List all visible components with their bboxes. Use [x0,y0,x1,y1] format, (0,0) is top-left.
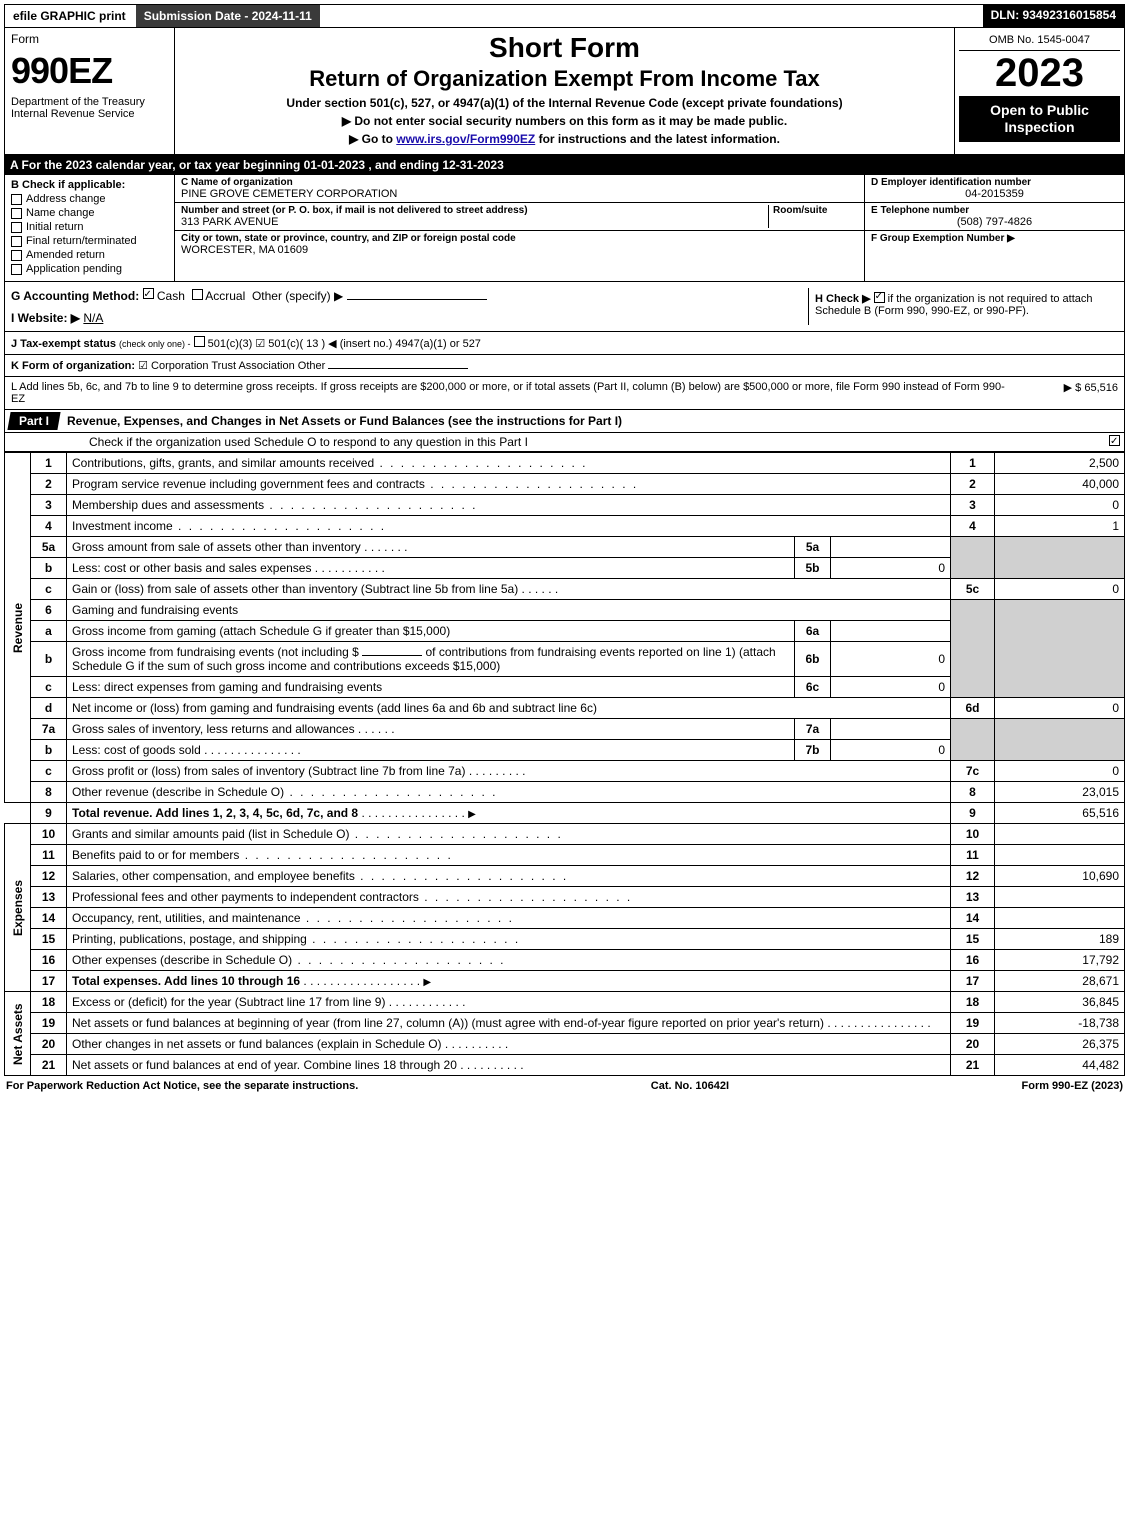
i-label: I Website: ▶ [11,311,80,325]
l-row: L Add lines 5b, 6c, and 7b to line 9 to … [4,377,1125,410]
ln1-desc: Contributions, gifts, grants, and simila… [72,456,588,470]
chk-address-change[interactable]: Address change [11,193,168,205]
chk-initial-return[interactable]: Initial return [11,221,168,233]
tel-value: (508) 797-4826 [871,216,1118,228]
footer-right: Form 990-EZ (2023) [1022,1080,1123,1092]
goto-prefix: ▶ Go to [349,132,396,146]
room-hdr: Room/suite [773,205,858,216]
part1-check-note: Check if the organization used Schedule … [9,435,1109,449]
expenses-sidelabel: Expenses [5,824,31,992]
revenue-sidelabel: Revenue [5,453,31,803]
form-label: Form [11,32,168,46]
j-opts: 501(c)(3) ☑ 501(c)( 13 ) ◀ (insert no.) … [208,338,481,350]
tax-year: 2023 [959,51,1120,96]
dept-label: Department of the Treasury [11,96,168,108]
form-under-note: Under section 501(c), 527, or 4947(a)(1)… [183,96,946,110]
goto-suffix: for instructions and the latest informat… [535,132,780,146]
form-ssn-note: ▶ Do not enter social security numbers o… [183,114,946,128]
header-mid: Short Form Return of Organization Exempt… [175,28,954,154]
header-left: Form 990EZ Department of the Treasury In… [5,28,175,154]
chk-pending[interactable]: Application pending [11,263,168,275]
j-row: J Tax-exempt status (check only one) - 5… [4,332,1125,355]
part1-badge: Part I [7,412,60,430]
chk-amended[interactable]: Amended return [11,249,168,261]
website-value: N/A [83,311,103,325]
ein-hdr: D Employer identification number [871,177,1118,188]
ln1-box: 1 [951,453,995,474]
netassets-sidelabel: Net Assets [5,992,31,1076]
chk-501c3 [194,336,205,347]
c-city-hdr: City or town, state or province, country… [181,233,858,244]
dln-label: DLN: 93492316015854 [983,5,1124,27]
footer-mid: Cat. No. 10642I [651,1080,729,1092]
chk-final-return[interactable]: Final return/terminated [11,235,168,247]
efile-print-label[interactable]: efile GRAPHIC print [5,5,136,27]
ein-value: 04-2015359 [871,188,1118,200]
g-label: G Accounting Method: [11,289,139,303]
topbar-spacer [322,5,983,27]
header-right: OMB No. 1545-0047 2023 Open to Public In… [954,28,1124,154]
tel-hdr: E Telephone number [871,205,1118,216]
org-street: 313 PARK AVENUE [181,216,768,228]
b-label: B Check if applicable: [11,179,168,191]
gh-row: G Accounting Method: Cash Accrual Other … [4,282,1125,332]
l-text: L Add lines 5b, 6c, and 7b to line 9 to … [11,381,1018,405]
form-header: Form 990EZ Department of the Treasury In… [4,28,1125,155]
form-number: 990EZ [11,50,168,92]
form-subtitle: Return of Organization Exempt From Incom… [183,66,946,92]
top-bar: efile GRAPHIC print Submission Date - 20… [4,4,1125,28]
part1-table: Revenue 1 Contributions, gifts, grants, … [4,452,1125,1076]
footer-left: For Paperwork Reduction Act Notice, see … [6,1080,358,1092]
j-note: (check only one) - [119,339,191,349]
section-d: D Employer identification number 04-2015… [864,175,1124,281]
submission-date: Submission Date - 2024-11-11 [136,5,322,27]
chk-name-change[interactable]: Name change [11,207,168,219]
k-opts: ☑ Corporation Trust Association Other [138,360,325,372]
part1-header: Part I Revenue, Expenses, and Changes in… [4,410,1125,433]
section-c: C Name of organization PINE GROVE CEMETE… [175,175,864,281]
c-name-hdr: C Name of organization [181,177,858,188]
chk-h [874,292,885,303]
org-city: WORCESTER, MA 01609 [181,244,858,256]
j-label: J Tax-exempt status [11,338,116,350]
form-title: Short Form [183,32,946,64]
chk-accrual [192,289,203,300]
k-row: K Form of organization: ☑ Corporation Tr… [4,355,1125,377]
irs-label: Internal Revenue Service [11,108,168,120]
section-b: B Check if applicable: Address change Na… [5,175,175,281]
org-name: PINE GROVE CEMETERY CORPORATION [181,188,858,200]
g-other: Other (specify) ▶ [252,289,343,303]
section-a-bar: A For the 2023 calendar year, or tax yea… [4,155,1125,175]
omb-number: OMB No. 1545-0047 [959,30,1120,51]
group-exemption-hdr: F Group Exemption Number ▶ [871,233,1118,244]
l-amt: ▶ $ 65,516 [1018,381,1118,405]
form-goto-note: ▶ Go to www.irs.gov/Form990EZ for instru… [183,132,946,146]
identity-block: B Check if applicable: Address change Na… [4,175,1125,282]
chk-schedule-o [1109,435,1120,446]
page-footer: For Paperwork Reduction Act Notice, see … [4,1076,1125,1096]
c-street-hdr: Number and street (or P. O. box, if mail… [181,205,768,216]
k-label: K Form of organization: [11,360,135,372]
open-public-box: Open to Public Inspection [959,96,1120,142]
ln1-num: 1 [31,453,67,474]
ln1-amt: 2,500 [995,453,1125,474]
chk-cash [143,288,154,299]
part1-heading: Revenue, Expenses, and Changes in Net As… [67,414,622,428]
h-label: H Check ▶ [815,293,871,305]
irs-link[interactable]: www.irs.gov/Form990EZ [396,132,535,146]
part1-check-row: Check if the organization used Schedule … [4,433,1125,452]
